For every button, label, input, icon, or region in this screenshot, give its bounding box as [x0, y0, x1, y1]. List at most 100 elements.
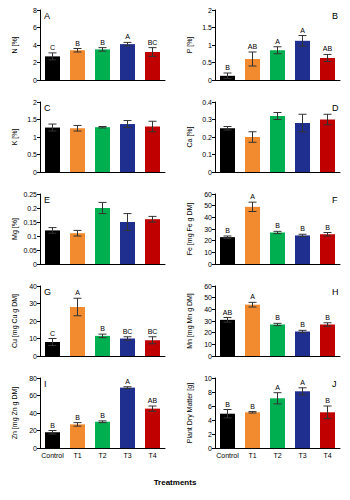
svg-text:4: 4: [208, 417, 212, 424]
svg-text:E: E: [44, 195, 50, 205]
svg-text:H: H: [332, 287, 339, 297]
svg-text:1: 1: [33, 134, 37, 141]
svg-text:T3: T3: [123, 452, 131, 459]
svg-text:AB: AB: [223, 309, 233, 316]
svg-text:60: 60: [204, 191, 212, 198]
svg-text:0: 0: [208, 77, 212, 84]
svg-text:B: B: [225, 401, 230, 408]
svg-text:B: B: [325, 224, 330, 231]
svg-text:BC: BC: [148, 39, 158, 46]
svg-text:F: F: [332, 195, 338, 205]
svg-text:50: 50: [204, 202, 212, 209]
svg-text:B: B: [332, 11, 338, 21]
svg-text:20: 20: [29, 318, 37, 325]
svg-text:0: 0: [33, 169, 37, 176]
svg-text:BC: BC: [123, 328, 133, 335]
svg-text:B: B: [225, 227, 230, 234]
svg-text:40: 40: [204, 214, 212, 221]
svg-text:T4: T4: [323, 452, 331, 459]
svg-text:A: A: [300, 379, 305, 386]
svg-text:D: D: [332, 103, 339, 113]
svg-text:B: B: [50, 422, 55, 429]
svg-text:0.15: 0.15: [23, 219, 37, 226]
svg-text:8: 8: [208, 389, 212, 396]
svg-text:A: A: [250, 193, 255, 200]
svg-text:B: B: [75, 40, 80, 47]
svg-text:1.5: 1.5: [202, 24, 212, 31]
svg-text:B: B: [275, 314, 280, 321]
svg-text:10: 10: [29, 335, 37, 342]
svg-text:0: 0: [208, 261, 212, 268]
svg-text:T1: T1: [73, 452, 81, 459]
svg-text:Control: Control: [41, 452, 64, 459]
svg-text:Fe [mg Fe g DM]: Fe [mg Fe g DM]: [186, 203, 194, 256]
svg-text:6: 6: [33, 24, 37, 31]
svg-text:T1: T1: [248, 452, 256, 459]
svg-text:B: B: [225, 64, 230, 71]
svg-text:0.2: 0.2: [27, 205, 37, 212]
svg-text:AB: AB: [148, 397, 158, 404]
svg-text:10: 10: [204, 249, 212, 256]
svg-text:A: A: [300, 27, 305, 34]
svg-text:30: 30: [204, 226, 212, 233]
svg-text:Plant Dry Matter [g]: Plant Dry Matter [g]: [186, 383, 194, 443]
svg-text:6: 6: [208, 403, 212, 410]
svg-text:B: B: [250, 403, 255, 410]
svg-text:0.1: 0.1: [202, 151, 212, 158]
svg-text:30: 30: [204, 318, 212, 325]
svg-text:Zn [mg Zn g DM]: Zn [mg Zn g DM]: [11, 387, 19, 440]
svg-text:40: 40: [29, 410, 37, 417]
svg-text:20: 20: [204, 329, 212, 336]
svg-text:B: B: [300, 225, 305, 232]
svg-text:AB: AB: [248, 43, 258, 50]
svg-text:B: B: [100, 39, 105, 46]
svg-text:T3: T3: [298, 452, 306, 459]
svg-text:T2: T2: [98, 452, 106, 459]
svg-text:B: B: [100, 412, 105, 419]
svg-text:0: 0: [208, 169, 212, 176]
svg-text:T2: T2: [273, 452, 281, 459]
svg-text:A: A: [75, 289, 80, 296]
svg-text:B: B: [100, 325, 105, 332]
svg-text:0.4: 0.4: [202, 99, 212, 106]
svg-text:A: A: [250, 293, 255, 300]
svg-text:30: 30: [29, 300, 37, 307]
svg-text:BC: BC: [148, 328, 158, 335]
svg-text:2: 2: [33, 99, 37, 106]
svg-text:B: B: [300, 321, 305, 328]
svg-text:Ca [%]: Ca [%]: [186, 126, 194, 147]
svg-text:1: 1: [208, 42, 212, 49]
svg-text:B: B: [325, 314, 330, 321]
svg-text:0: 0: [33, 261, 37, 268]
svg-text:0: 0: [208, 445, 212, 452]
svg-text:AB: AB: [323, 45, 333, 52]
svg-text:P [%]: P [%]: [186, 37, 194, 54]
svg-text:40: 40: [204, 306, 212, 313]
svg-text:0.1: 0.1: [27, 233, 37, 240]
svg-text:K [%]: K [%]: [11, 129, 19, 146]
svg-text:80: 80: [29, 375, 37, 382]
svg-text:20: 20: [29, 427, 37, 434]
svg-text:60: 60: [204, 283, 212, 290]
svg-text:Cu [mg Cu g DM]: Cu [mg Cu g DM]: [11, 294, 19, 348]
svg-text:C: C: [50, 330, 55, 337]
svg-text:A: A: [125, 33, 130, 40]
svg-text:60: 60: [29, 392, 37, 399]
svg-text:N [%]: N [%]: [11, 36, 19, 53]
svg-text:8: 8: [33, 7, 37, 14]
svg-text:2: 2: [208, 431, 212, 438]
svg-text:2: 2: [33, 59, 37, 66]
svg-text:0: 0: [208, 353, 212, 360]
svg-text:C: C: [44, 103, 51, 113]
svg-text:B: B: [275, 222, 280, 229]
svg-text:A: A: [275, 38, 280, 45]
svg-text:0.25: 0.25: [23, 191, 37, 198]
svg-text:0.5: 0.5: [202, 59, 212, 66]
svg-text:0.05: 0.05: [23, 247, 37, 254]
svg-text:0.2: 0.2: [202, 134, 212, 141]
svg-text:I: I: [44, 379, 47, 389]
svg-text:B: B: [325, 397, 330, 404]
svg-text:J: J: [332, 379, 337, 389]
svg-text:0.5: 0.5: [27, 151, 37, 158]
svg-text:Control: Control: [216, 452, 239, 459]
